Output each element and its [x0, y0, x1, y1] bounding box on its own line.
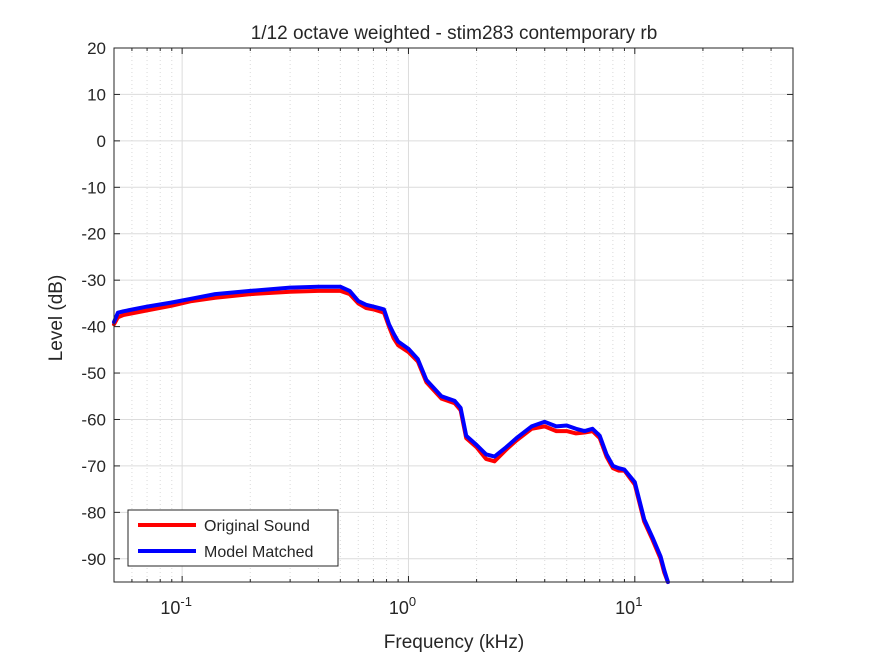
x-tick-label: 101	[615, 594, 642, 618]
chart-title: 1/12 octave weighted - stim283 contempor…	[251, 23, 658, 44]
legend-label-model-matched: Model Matched	[204, 544, 313, 561]
y-tick-label: 20	[87, 39, 106, 58]
x-tick-label: 10-1	[160, 594, 192, 618]
x-tick-label: 100	[389, 594, 416, 618]
series-layer	[112, 284, 670, 584]
y-tick-label: -30	[81, 271, 106, 290]
y-tick-label: -70	[81, 457, 106, 476]
y-tick-label: -90	[81, 550, 106, 569]
y-tick-label: -60	[81, 410, 106, 429]
x-axis: 10-1 100 101	[131, 48, 772, 618]
grid-lines	[114, 47, 793, 582]
x-axis-label: Frequency (kHz)	[384, 632, 524, 653]
y-tick-label: -10	[81, 178, 106, 197]
y-axis-label: Level (dB)	[46, 275, 67, 362]
series-line-model-matched	[112, 284, 670, 584]
legend: Original Sound Model Matched	[127, 509, 339, 567]
y-tick-label: 10	[87, 85, 106, 104]
y-tick-label: 0	[97, 132, 106, 151]
plot-area	[114, 48, 793, 582]
axes-frame	[113, 47, 794, 583]
legend-label-original-sound: Original Sound	[204, 518, 310, 535]
legend-box	[127, 509, 339, 567]
y-axis: 20 10 0 -10 -20 -30 -40 -50 -60 -70 -80 -90	[81, 39, 793, 569]
y-tick-label: -20	[81, 225, 106, 244]
y-tick-label: -50	[81, 364, 106, 383]
y-tick-label: -40	[81, 318, 106, 337]
y-tick-label: -80	[81, 503, 106, 522]
